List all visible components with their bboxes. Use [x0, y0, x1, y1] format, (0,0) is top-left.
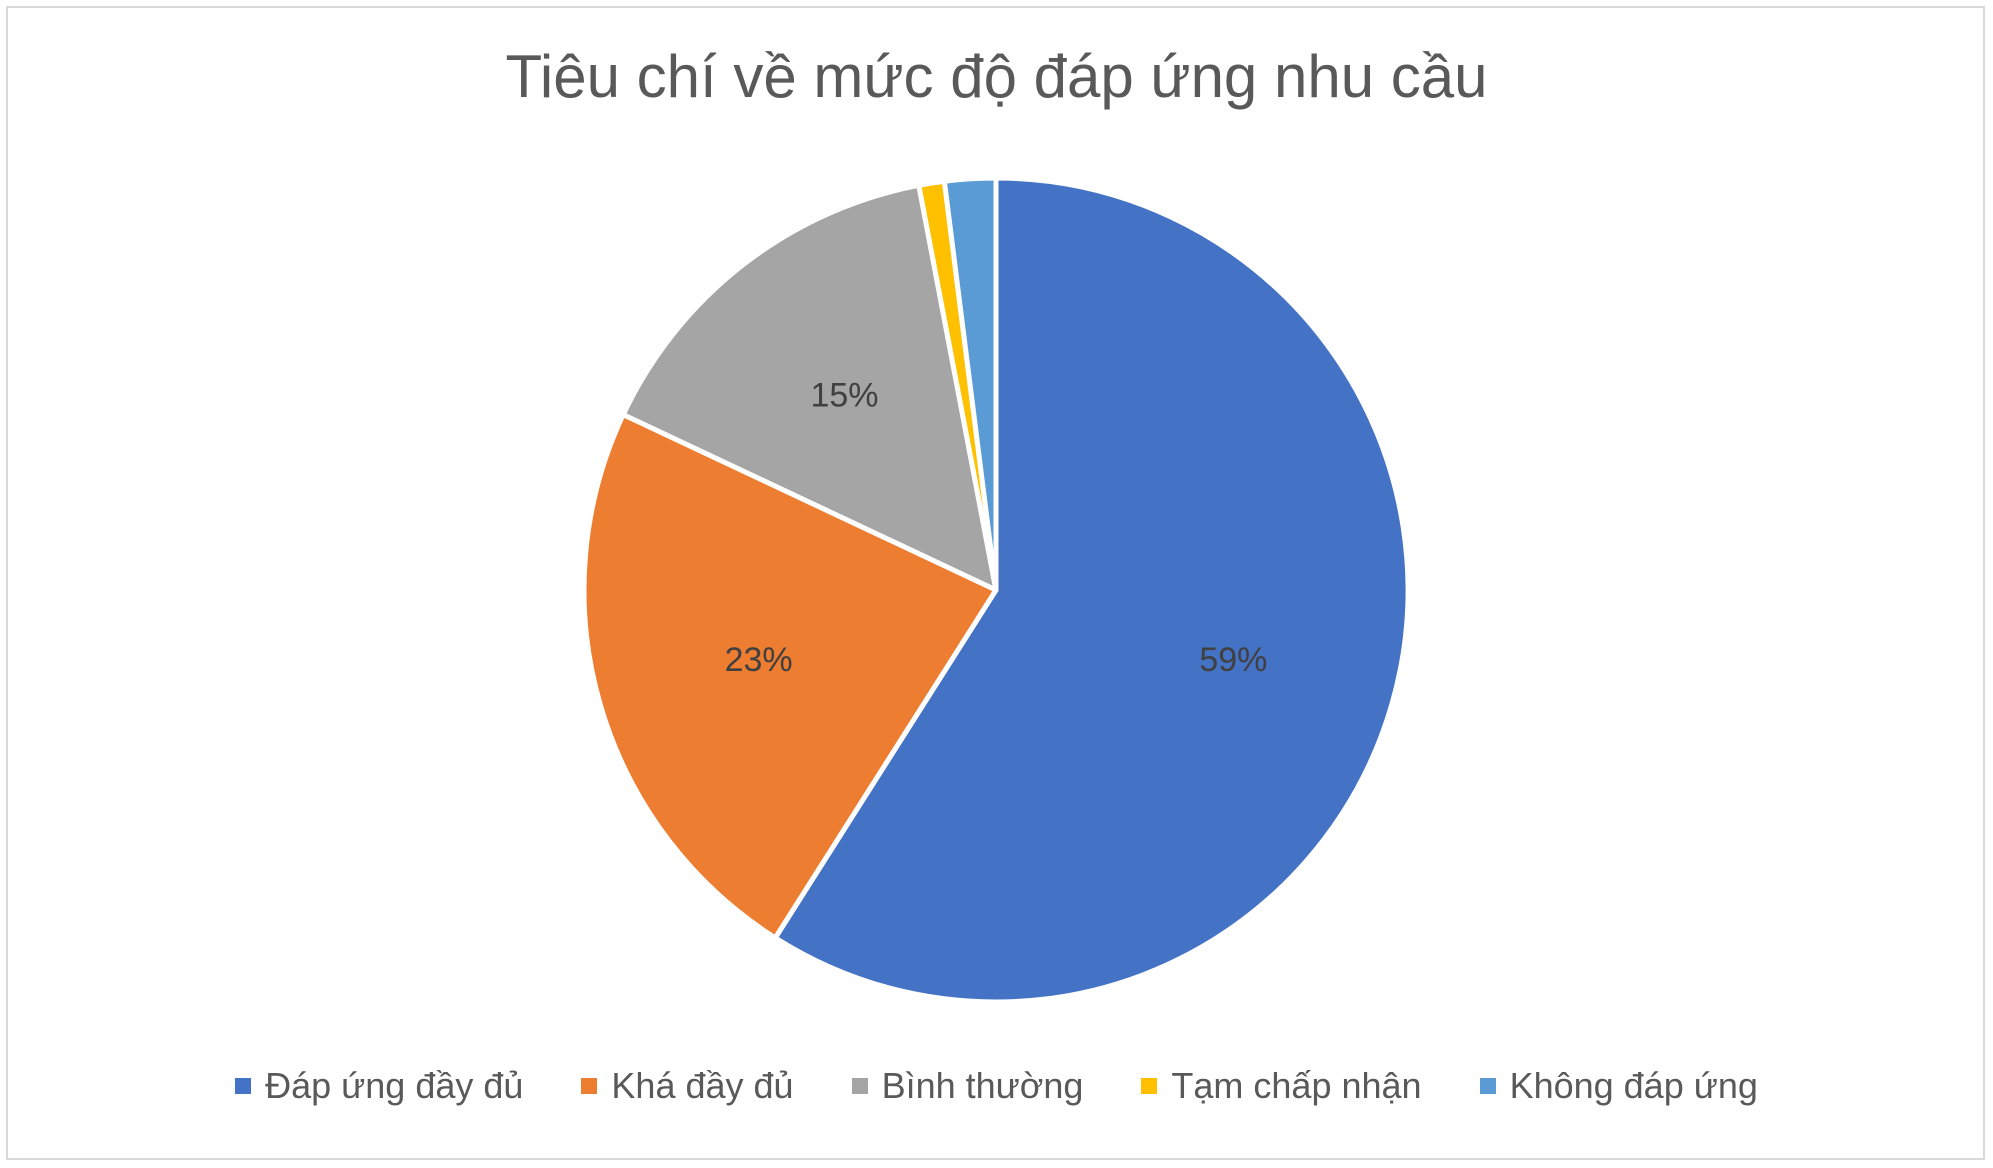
legend-label-4: Tạm chấp nhận [1171, 1065, 1422, 1106]
slice-label-2: 23% [725, 641, 793, 679]
legend-swatch-1 [235, 1078, 252, 1094]
legend-item-5: Không đáp ứng [1479, 1065, 1758, 1107]
legend-item-2: Khá đầy đủ [581, 1065, 794, 1107]
legend-item-4: Tạm chấp nhận [1141, 1065, 1422, 1107]
legend-label-3: Bình thường [881, 1065, 1084, 1106]
legend-label-5: Không đáp ứng [1509, 1065, 1758, 1106]
legend-swatch-3 [851, 1078, 868, 1094]
legend-swatch-4 [1141, 1078, 1158, 1094]
legend-label-2: Khá đầy đủ [611, 1065, 794, 1106]
legend-item-1: Đáp ứng đầy đủ [235, 1065, 523, 1107]
chart-title: Tiêu chí về mức độ đáp ứng nhu cầu [505, 43, 1488, 110]
legend-item-3: Bình thường [851, 1065, 1084, 1107]
slice-label-1: 59% [1199, 641, 1267, 679]
pie-slice-5 [941, 175, 999, 593]
pie-slice-1 [772, 175, 1411, 1005]
legend-label-1: Đáp ứng đầy đủ [265, 1065, 524, 1106]
legend-swatch-2 [581, 1078, 598, 1094]
pie-slice-2 [581, 412, 999, 941]
legend-swatch-5 [1479, 1078, 1496, 1094]
pie-slice-3 [620, 182, 999, 593]
slice-label-3: 15% [810, 377, 878, 415]
legend: Đáp ứng đầy đủ Khá đầy đủ Bình thường Tạm c… [0, 1065, 1993, 1107]
